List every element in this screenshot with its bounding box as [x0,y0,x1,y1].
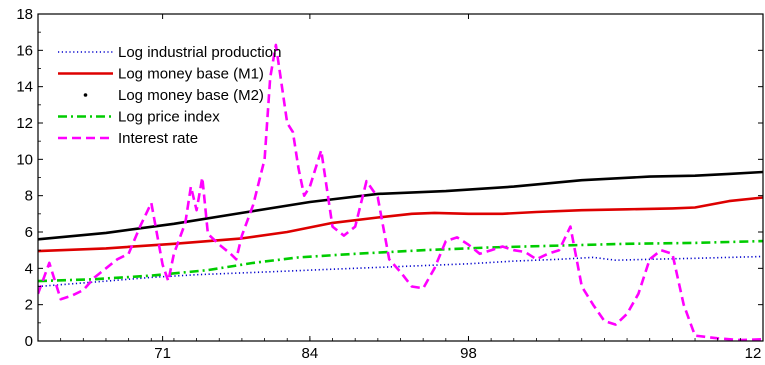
legend: Log industrial production Log money base … [58,44,281,147]
y-tick-label: 4 [25,260,33,277]
series-line-log-money-base-m2 [38,170,763,241]
y-tick-label: 12 [16,115,33,132]
legend-label-log-money-base-m2: Log money base (M2) [118,87,264,104]
y-tick-label: 6 [25,224,33,241]
y-tick-label: 18 [16,6,33,23]
series-line-interest-rate [38,43,763,341]
series-line-log-money-base-m1 [38,196,763,253]
y-tick-label: 0 [25,333,33,350]
legend-label-log-money-base-m1: Log money base (M1) [118,66,264,83]
plot-area [38,43,763,341]
axes: 0 2 4 6 8 10 12 14 16 18 71 84 98 12 [16,6,764,362]
y-tick-label: 10 [16,151,33,168]
y-tick-label: 14 [16,79,33,96]
x-tick-label: 12 [745,345,762,360]
y-tick-label: 2 [25,297,33,314]
x-tick-label: 84 [302,345,319,360]
x-tick-label: 98 [460,345,477,360]
x-tick-label: 71 [154,345,171,360]
legend-swatch-log-money-base-m2 [83,93,88,97]
y-tick-label: 16 [16,42,33,59]
series-line-log-industrial-production [38,255,763,288]
legend-label-interest-rate: Interest rate [118,130,198,147]
legend-label-log-industrial-production: Log industrial production [118,44,281,61]
series-line-log-price-index [38,239,763,283]
y-tick-label: 8 [25,188,33,205]
legend-label-log-price-index: Log price index [118,109,220,126]
